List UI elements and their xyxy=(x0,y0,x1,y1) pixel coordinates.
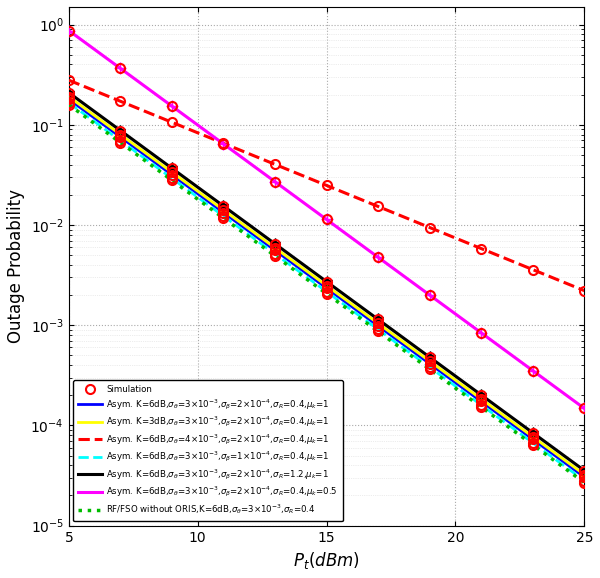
X-axis label: $P_t(dBm)$: $P_t(dBm)$ xyxy=(293,550,360,571)
Legend: Simulation, Asym. K=6dB,$\sigma_{\theta}$=3$\times$10$^{-3}$,$\sigma_{\beta}$=2$: Simulation, Asym. K=6dB,$\sigma_{\theta}… xyxy=(73,380,343,521)
Y-axis label: Outage Probability: Outage Probability xyxy=(7,189,25,343)
